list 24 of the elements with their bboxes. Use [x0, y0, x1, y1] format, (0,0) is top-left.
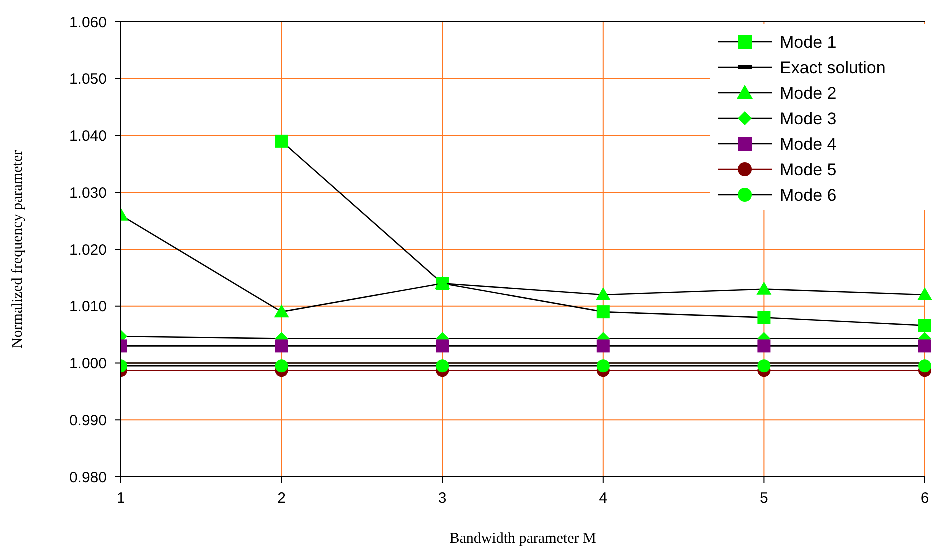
- y-tick-label: 1.000: [69, 356, 107, 372]
- y-tick-label: 0.990: [69, 412, 107, 430]
- legend-label: Exact solution: [780, 58, 886, 78]
- x-tick-label: 4: [599, 490, 608, 507]
- legend-label: Mode 4: [780, 134, 837, 154]
- legend-label: Mode 3: [780, 109, 837, 128]
- y-tick-label: 1.010: [69, 298, 107, 316]
- x-tick-label: 2: [278, 490, 286, 507]
- x-tick-label: 1: [116, 490, 126, 507]
- y-axis-title: Normalized frequency parameter: [10, 150, 26, 349]
- x-tick-label: 6: [920, 490, 930, 507]
- legend-label: Mode 1: [780, 32, 837, 52]
- x-tick-label: 5: [760, 490, 768, 507]
- legend-label: Mode 5: [780, 160, 837, 180]
- legend-label: Mode 2: [780, 84, 837, 103]
- x-tick-label: 3: [438, 490, 447, 507]
- y-tick-label: 1.020: [69, 242, 107, 259]
- legend-label: Mode 6: [780, 186, 837, 205]
- y-tick-label: 1.050: [69, 71, 107, 88]
- y-tick-label: 1.030: [69, 184, 107, 202]
- x-axis-title: Bandwidth parameter M: [450, 531, 596, 547]
- y-tick-label: 1.060: [69, 14, 107, 32]
- y-tick-label: 0.980: [69, 469, 107, 486]
- y-tick-label: 1.040: [69, 128, 107, 145]
